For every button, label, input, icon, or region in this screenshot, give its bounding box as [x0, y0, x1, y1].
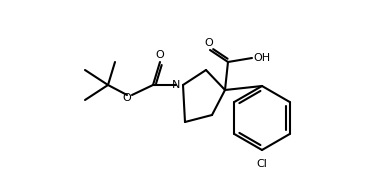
Text: O: O	[156, 50, 164, 60]
Text: OH: OH	[253, 53, 270, 63]
Text: Cl: Cl	[257, 159, 268, 169]
Text: O: O	[123, 93, 131, 103]
Text: N: N	[172, 80, 180, 90]
Text: O: O	[205, 38, 213, 48]
